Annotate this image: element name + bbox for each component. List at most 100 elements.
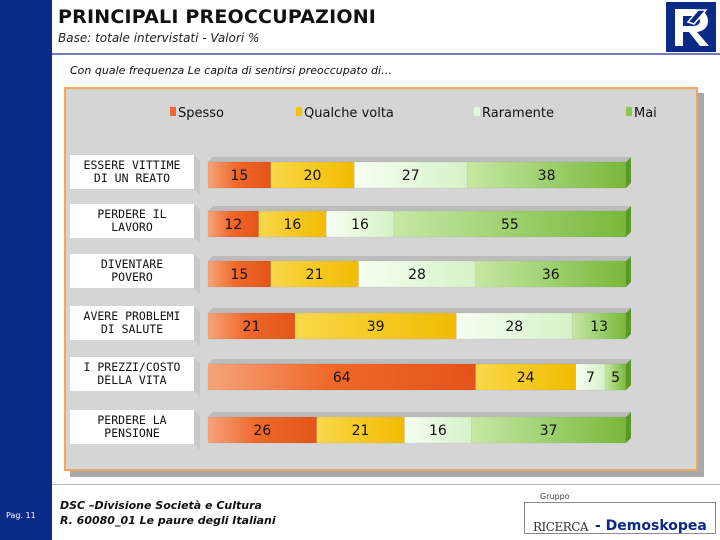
bar-segment-raramente: [354, 161, 468, 189]
bar-segment-mai: [393, 210, 627, 238]
data-label-spesso: 26: [253, 423, 271, 439]
bar-segment-mai: [475, 260, 627, 288]
category-label-box: [70, 254, 194, 288]
category-label-line: PERDERE LA: [97, 413, 166, 427]
data-label-qualche-volta: 39: [367, 319, 385, 335]
footer-report: R. 60080_01 Le paure degli Italiani: [60, 514, 276, 527]
category-label-line: DI SALUTE: [101, 322, 163, 336]
category-label-line: AVERE PROBLEMI: [84, 309, 181, 323]
chart-legend: Spesso Qualche volta Raramente Mai: [170, 106, 657, 121]
category-label-box: [70, 306, 194, 340]
chart-bars: 15 20 27 38 12 16 16 55 15 21 28 36 21 39 28 13 64 24 7 5 26…: [207, 157, 631, 444]
bar-end-cap: [626, 206, 631, 237]
bar-top-face: [208, 412, 631, 417]
header-divider: [52, 53, 720, 55]
category-label-edge: [194, 357, 200, 397]
data-label-mai: 5: [611, 370, 620, 386]
data-label-raramente: 16: [351, 217, 369, 233]
bar-segment-spesso: [207, 416, 317, 444]
brand-ricerca: RICERCA: [533, 520, 589, 534]
brand-box: RICERCA - Demoskopea: [524, 502, 716, 534]
bar-segment-raramente: [358, 260, 476, 288]
bar-end-cap: [626, 157, 631, 188]
data-label-qualche-volta: 21: [306, 267, 324, 283]
brand-logo: RICERCA - Demoskopea Gruppo: [524, 492, 716, 536]
bar-segment-spesso: [207, 260, 271, 288]
category-label-box: [70, 410, 194, 444]
category-label-edge: [194, 155, 200, 195]
data-label-spesso: 21: [243, 319, 261, 335]
footer-credits: DSC –Divisione Società e Cultura R. 6008…: [60, 498, 276, 528]
category-label-box: [70, 204, 194, 238]
bar-segment-raramente: [456, 312, 573, 340]
bar-segment-spesso: [207, 363, 476, 391]
bar-segment-mai: [466, 161, 627, 189]
company-logo: [666, 2, 716, 52]
bar-top-face: [208, 308, 631, 313]
bar-end-cap: [626, 412, 631, 443]
category-label-line: LAVORO: [111, 220, 153, 234]
page-number: Pag. 11: [6, 511, 36, 520]
bar-top-face: [208, 157, 631, 162]
category-label-box: [70, 155, 194, 189]
page-title: PRINCIPALI PREOCCUPAZIONI: [58, 6, 377, 28]
bar-segment-raramente: [325, 210, 395, 238]
survey-question: Con quale frequenza Le capita di sentirs…: [70, 64, 393, 77]
legend-swatch-raramente: [474, 107, 480, 116]
bar-segment-mai: [604, 363, 627, 391]
bar-segment-mai: [471, 416, 627, 444]
bar-segment-spesso: [207, 312, 296, 340]
category-label-line: PENSIONE: [104, 426, 159, 440]
bar-segment-qualche-volta: [316, 416, 405, 444]
legend-swatch-mai: [626, 107, 632, 116]
page-subtitle: Base: totale intervistati - Valori %: [58, 31, 260, 45]
category-label-line: DI UN REATO: [94, 171, 170, 185]
bar-segment-qualche-volta: [270, 161, 355, 189]
data-label-mai: 38: [538, 168, 556, 184]
category-label-line: POVERO: [111, 270, 153, 284]
footer-divider: [52, 484, 720, 485]
category-label-edge: [194, 306, 200, 346]
category-label-line: PERDERE IL: [97, 207, 166, 221]
legend-label-spesso: Spesso: [178, 106, 224, 121]
data-label-raramente: 16: [429, 423, 447, 439]
data-label-spesso: 15: [230, 168, 248, 184]
legend-swatch-qualche-volta: [296, 107, 302, 116]
bar-segment-qualche-volta: [294, 312, 457, 340]
legend-label-qualche-volta: Qualche volta: [304, 106, 394, 121]
bar-segment-spesso: [207, 161, 271, 189]
category-label-line: DELLA VITA: [97, 373, 166, 387]
bar-top-face: [208, 256, 631, 261]
data-label-raramente: 27: [402, 168, 420, 184]
legend-label-mai: Mai: [634, 106, 657, 121]
data-label-qualche-volta: 20: [304, 168, 322, 184]
footer-division: DSC –Divisione Società e Cultura: [60, 499, 262, 512]
data-label-raramente: 28: [505, 319, 523, 335]
data-label-qualche-volta: 24: [517, 370, 535, 386]
data-label-qualche-volta: 16: [284, 217, 302, 233]
bar-end-cap: [626, 256, 631, 287]
bar-end-cap: [626, 359, 631, 390]
category-label-line: ESSERE VITTIME: [84, 158, 181, 172]
data-label-spesso: 12: [224, 217, 242, 233]
bar-segment-spesso: [207, 210, 259, 238]
data-label-mai: 13: [590, 319, 608, 335]
category-label-line: I PREZZI/COSTO: [84, 360, 181, 374]
brand-gruppo: Gruppo: [538, 492, 572, 501]
category-label-edge: [194, 254, 200, 294]
data-label-mai: 55: [501, 217, 519, 233]
category-label-box: [70, 357, 194, 391]
data-label-spesso: 64: [333, 370, 351, 386]
bar-segment-mai: [571, 312, 627, 340]
data-label-qualche-volta: 21: [352, 423, 370, 439]
logo-mark-icon: [675, 9, 709, 46]
category-label-edge: [194, 204, 200, 244]
legend-label-raramente: Raramente: [482, 106, 554, 121]
